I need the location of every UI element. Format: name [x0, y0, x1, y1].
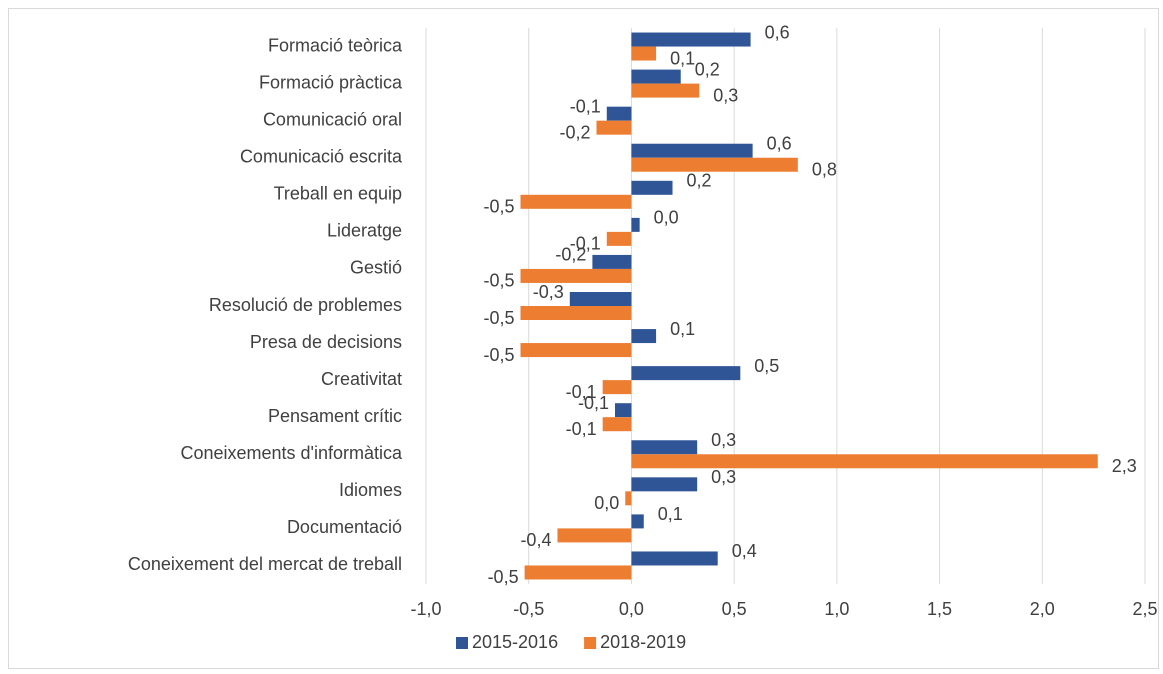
- y-tick-label: Treball en equip: [274, 184, 402, 204]
- bar: [631, 440, 698, 455]
- y-tick-label: Pensament crític: [268, 406, 402, 426]
- data-label: 0,6: [767, 133, 792, 153]
- bar: [631, 32, 751, 47]
- data-label: -0,1: [570, 234, 601, 254]
- legend-swatch: [584, 637, 597, 649]
- data-label: -0,1: [566, 382, 597, 402]
- data-label: 0,3: [711, 467, 736, 487]
- y-tick-label: Documentació: [287, 517, 402, 537]
- data-label: -0,4: [520, 530, 551, 550]
- bar: [602, 380, 632, 395]
- data-label: 0,2: [695, 59, 720, 79]
- data-label: -0,5: [488, 567, 519, 587]
- x-tick-label: -0,5: [513, 599, 544, 619]
- data-label: -0,1: [566, 419, 597, 439]
- data-label: 0,1: [670, 48, 695, 68]
- bar: [520, 306, 632, 320]
- data-label: -0,2: [555, 245, 586, 265]
- data-label: -0,3: [533, 282, 564, 302]
- y-tick-label: Idiomes: [339, 480, 402, 500]
- data-label: 0,3: [713, 85, 738, 105]
- data-label: 0,5: [754, 356, 779, 376]
- bar: [606, 106, 632, 121]
- y-tick-label: Formació teòrica: [268, 35, 403, 55]
- legend-label: 2018-2019: [600, 632, 686, 652]
- bar: [631, 157, 798, 172]
- bar: [592, 254, 632, 269]
- bar: [625, 491, 632, 506]
- bar: [631, 551, 718, 566]
- bar: [631, 329, 657, 344]
- bar: [631, 217, 640, 232]
- data-label: -0,1: [570, 96, 601, 116]
- bar: [631, 514, 644, 529]
- data-label: 0,1: [658, 504, 683, 524]
- data-label: 0,6: [765, 22, 790, 42]
- x-tick-label: 1,0: [824, 599, 849, 619]
- legend-label: 2015-2016: [472, 632, 558, 652]
- x-tick-label: -1,0: [410, 599, 441, 619]
- x-tick-label: 0,0: [619, 599, 644, 619]
- bar: [631, 366, 741, 381]
- y-tick-label: Creativitat: [321, 369, 402, 389]
- bar: [614, 403, 632, 418]
- x-tick-label: 2,5: [1132, 599, 1157, 619]
- data-label: 0,4: [732, 541, 757, 561]
- data-label: -0,5: [483, 345, 514, 365]
- y-tick-label: Formació pràctica: [259, 72, 403, 92]
- bar: [524, 565, 632, 580]
- bar: [631, 454, 1098, 469]
- data-label: 0,1: [670, 319, 695, 339]
- data-label: -0,5: [483, 308, 514, 328]
- y-tick-label: Gestió: [350, 258, 402, 278]
- y-tick-label: Lideratge: [327, 221, 402, 241]
- bar: [557, 528, 632, 543]
- data-label: 0,2: [687, 171, 712, 191]
- bar: [631, 69, 681, 84]
- x-tick-label: 0,5: [722, 599, 747, 619]
- x-tick-label: 1,5: [927, 599, 952, 619]
- y-tick-label: Comunicació oral: [263, 109, 402, 129]
- bar: [631, 180, 673, 195]
- y-tick-label: Coneixements d'informàtica: [180, 443, 403, 463]
- data-label: 0,3: [711, 430, 736, 450]
- bar: [520, 268, 632, 283]
- y-tick-label: Coneixement del mercat de treball: [128, 554, 402, 574]
- data-label: 0,0: [654, 208, 679, 228]
- bar: [602, 417, 632, 432]
- y-tick-label: Resolució de problemes: [209, 295, 402, 315]
- data-label: 0,0: [594, 493, 619, 513]
- y-tick-label: Comunicació escrita: [240, 146, 403, 166]
- data-label: -0,1: [578, 393, 609, 413]
- bar: [569, 292, 632, 306]
- data-label: -0,5: [483, 271, 514, 291]
- bar: [520, 194, 632, 209]
- bar: [631, 143, 753, 158]
- data-label: -0,2: [559, 122, 590, 142]
- bar: [596, 120, 632, 135]
- bar: [631, 477, 698, 492]
- data-label: 0,8: [812, 159, 837, 179]
- bar: [631, 83, 700, 98]
- legend-swatch: [456, 637, 468, 649]
- bar: [520, 343, 632, 358]
- data-label: -0,5: [483, 197, 514, 217]
- bar: [606, 231, 632, 246]
- chart-frame: [8, 8, 1159, 669]
- x-tick-label: 2,0: [1030, 599, 1055, 619]
- y-tick-label: Presa de decisions: [250, 332, 402, 352]
- data-label: 2,3: [1112, 456, 1137, 476]
- bar: [631, 46, 657, 61]
